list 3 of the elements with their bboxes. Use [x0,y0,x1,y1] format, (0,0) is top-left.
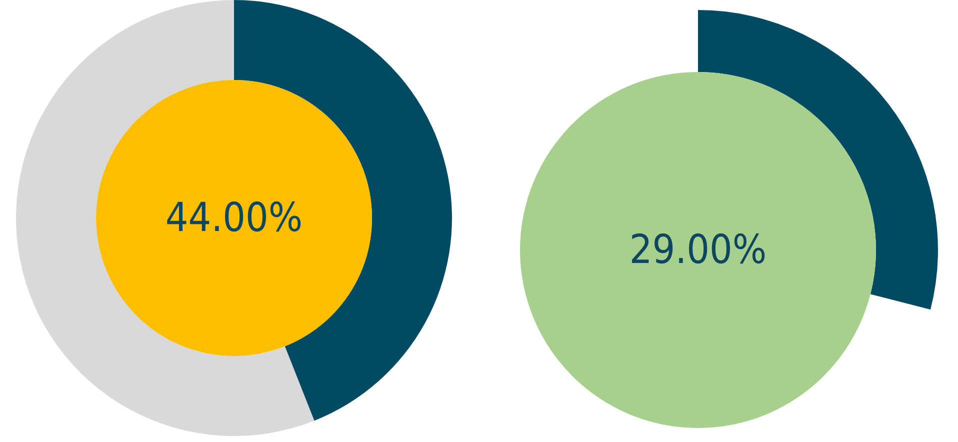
text: 29.00% [629,227,767,273]
donut-slice [16,0,314,436]
text: 44.00% [165,195,303,241]
